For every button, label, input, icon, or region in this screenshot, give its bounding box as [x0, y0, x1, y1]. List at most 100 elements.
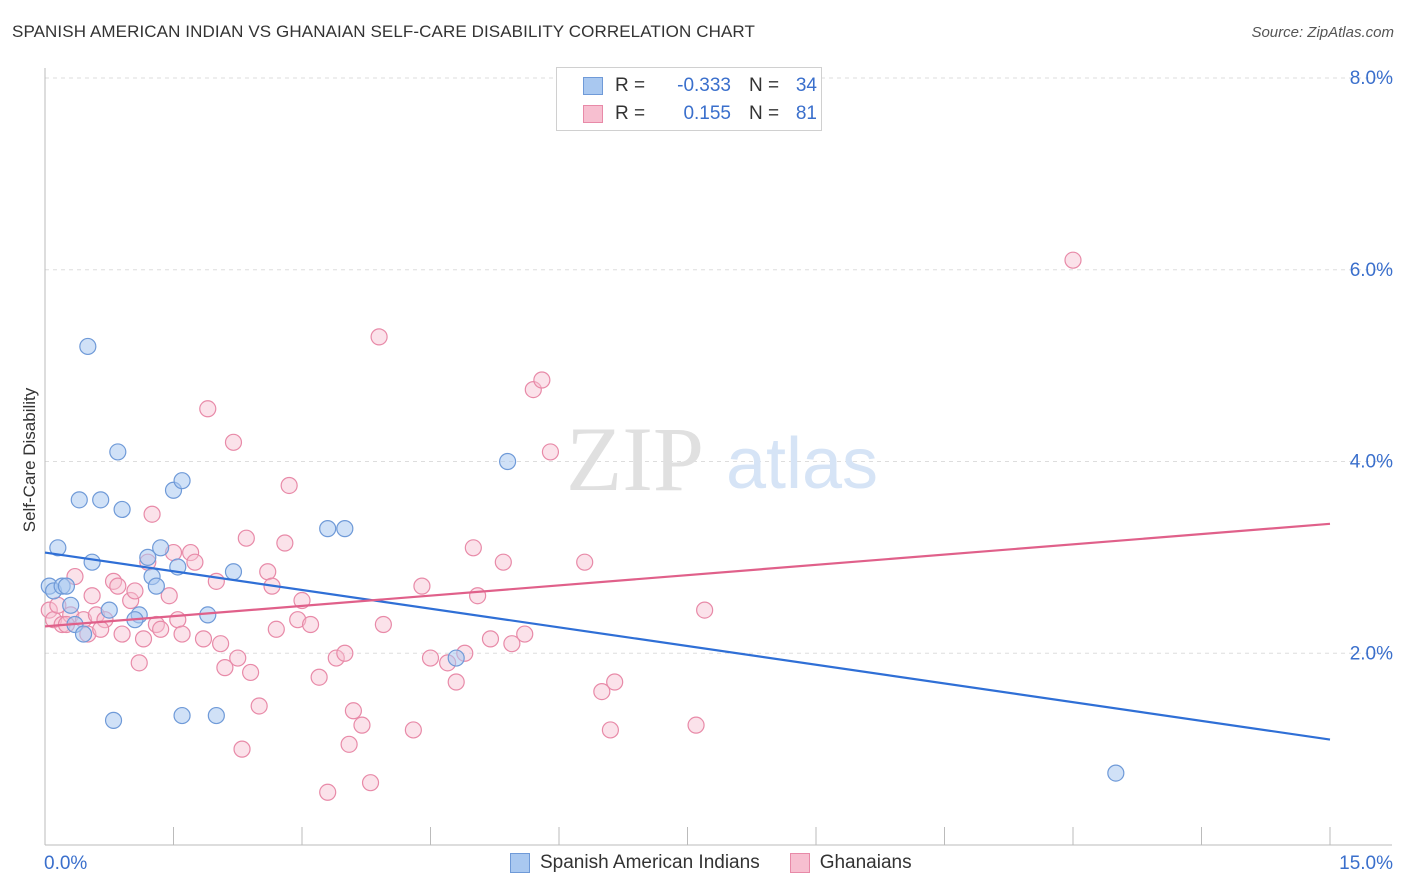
legend-r-value: 0.155: [683, 103, 731, 124]
ghanaians-point: [687, 716, 705, 734]
legend-swatch-blue: [583, 77, 603, 95]
spanish-american-indians-point: [57, 577, 76, 595]
ghanaians-point: [404, 721, 422, 739]
ghanaians-point: [130, 654, 148, 672]
ghanaians-point: [186, 553, 204, 571]
spanish-american-indians-point: [70, 491, 88, 509]
ghanaians-points: [40, 251, 1082, 801]
trend-line-spanish-american-indians: [44, 551, 1331, 741]
spanish-american-indians-point: [173, 472, 191, 490]
ghanaians-point: [310, 668, 328, 686]
spanish-american-indians-point: [113, 500, 131, 519]
ghanaians-point: [122, 591, 140, 610]
legend-row-blue: R = -0.333 N = 34: [583, 73, 817, 99]
spanish-american-indians-point: [79, 337, 97, 356]
ghanaians-point: [327, 649, 345, 667]
spanish-american-indians-point: [207, 706, 225, 725]
spanish-american-indians-point: [62, 596, 80, 614]
tick-labels: 2.0% 4.0% 6.0% 8.0% 0.0% 15.0%: [44, 68, 1393, 874]
ghanaians-point: [516, 625, 534, 643]
legend-swatch-pink: [789, 853, 810, 873]
axes: [44, 68, 1392, 846]
ghanaians-point: [237, 529, 255, 547]
ghanaians-point: [250, 697, 268, 715]
ghanaians-point: [413, 577, 431, 595]
y-tick-label: 6.0%: [1350, 260, 1393, 281]
ghanaians-point: [344, 702, 362, 720]
spanish-american-indians-point: [1107, 764, 1125, 782]
ghanaians-point: [1064, 251, 1082, 269]
spanish-american-indians-point: [447, 649, 465, 667]
spanish-american-indians-point: [83, 553, 101, 571]
legend-r-label: R =: [615, 75, 646, 96]
ghanaians-point: [259, 563, 277, 581]
trend-line-ghanaians: [44, 522, 1331, 628]
y-tick-label: 8.0%: [1350, 68, 1393, 89]
chart-title: SPANISH AMERICAN INDIAN VS GHANAIAN SELF…: [12, 22, 755, 41]
ghanaians-point: [340, 735, 358, 753]
spanish-american-indians-point: [499, 452, 517, 471]
legend-item-ghanaians[interactable]: Ghanaians: [789, 852, 912, 874]
ghanaians-point: [194, 630, 213, 648]
ghanaians-point: [361, 774, 380, 792]
ghanaians-point: [481, 630, 500, 648]
ghanaians-point: [374, 615, 392, 634]
ghanaians-point: [421, 649, 440, 667]
ghanaians-point: [606, 673, 624, 691]
ghanaians-point: [83, 587, 101, 605]
legend-label: Spanish American Indians: [540, 852, 760, 873]
series-legend: Spanish American Indians Ghanaians: [510, 852, 942, 874]
legend-row-pink: R = 0.155 N = 81: [583, 101, 817, 127]
ghanaians-point: [593, 682, 611, 701]
spanish-american-indians-point: [152, 539, 170, 557]
spanish-american-indians-point: [147, 577, 165, 595]
y-axis-label: Self-Care Disability: [20, 387, 39, 533]
legend-n-value: 81: [795, 103, 817, 124]
ghanaians-point: [267, 620, 285, 638]
spanish-american-indians-point: [109, 443, 127, 461]
ghanaians-point: [494, 553, 512, 571]
legend-swatch-blue: [510, 853, 530, 873]
ghanaians-point: [182, 543, 200, 562]
spanish-american-indians-point: [173, 706, 191, 725]
legend-item-spanish-american-indians[interactable]: Spanish American Indians: [510, 852, 760, 874]
ghanaians-point: [524, 380, 542, 399]
ghanaians-point: [199, 400, 217, 418]
ghanaians-point: [469, 587, 487, 605]
ghanaians-point: [173, 625, 191, 643]
watermark: ZIP atlas: [566, 408, 878, 510]
grid-lines: [45, 77, 1392, 654]
ghanaians-point: [280, 476, 298, 495]
ghanaians-point: [576, 553, 594, 571]
ghanaians-point: [169, 611, 187, 629]
ghanaians-point: [143, 505, 161, 523]
ghanaians-point: [696, 601, 714, 619]
watermark-zip: ZIP: [566, 408, 704, 510]
ghanaians-point: [229, 649, 247, 667]
spanish-american-indians-point: [74, 625, 93, 643]
ghanaians-point: [242, 663, 260, 682]
legend-n-label: N =: [749, 75, 780, 96]
legend-swatch-pink: [583, 105, 603, 123]
spanish-american-indians-point: [92, 491, 110, 509]
ghanaians-point: [109, 577, 127, 595]
spanish-american-indians-point: [139, 548, 157, 566]
ghanaians-point: [224, 433, 243, 451]
ghanaians-point: [212, 635, 230, 653]
ghanaians-point: [319, 783, 337, 801]
spanish-american-indians-point: [49, 539, 67, 557]
ghanaians-point: [370, 328, 388, 346]
y-tick-label: 2.0%: [1350, 643, 1393, 664]
ghanaians-point: [503, 635, 521, 653]
ghanaians-point: [533, 371, 551, 389]
ghanaians-point: [289, 611, 307, 629]
watermark-atlas: atlas: [726, 424, 878, 504]
ghanaians-point: [601, 721, 620, 739]
correlation-legend: R = -0.333 N = 34 R = 0.155 N = 81: [556, 67, 822, 131]
spanish-american-indians-point: [319, 520, 337, 538]
legend-label: Ghanaians: [819, 852, 912, 873]
ghanaians-point: [40, 601, 58, 619]
ghanaians-point: [134, 630, 153, 648]
spanish-american-indians-point: [224, 563, 243, 581]
